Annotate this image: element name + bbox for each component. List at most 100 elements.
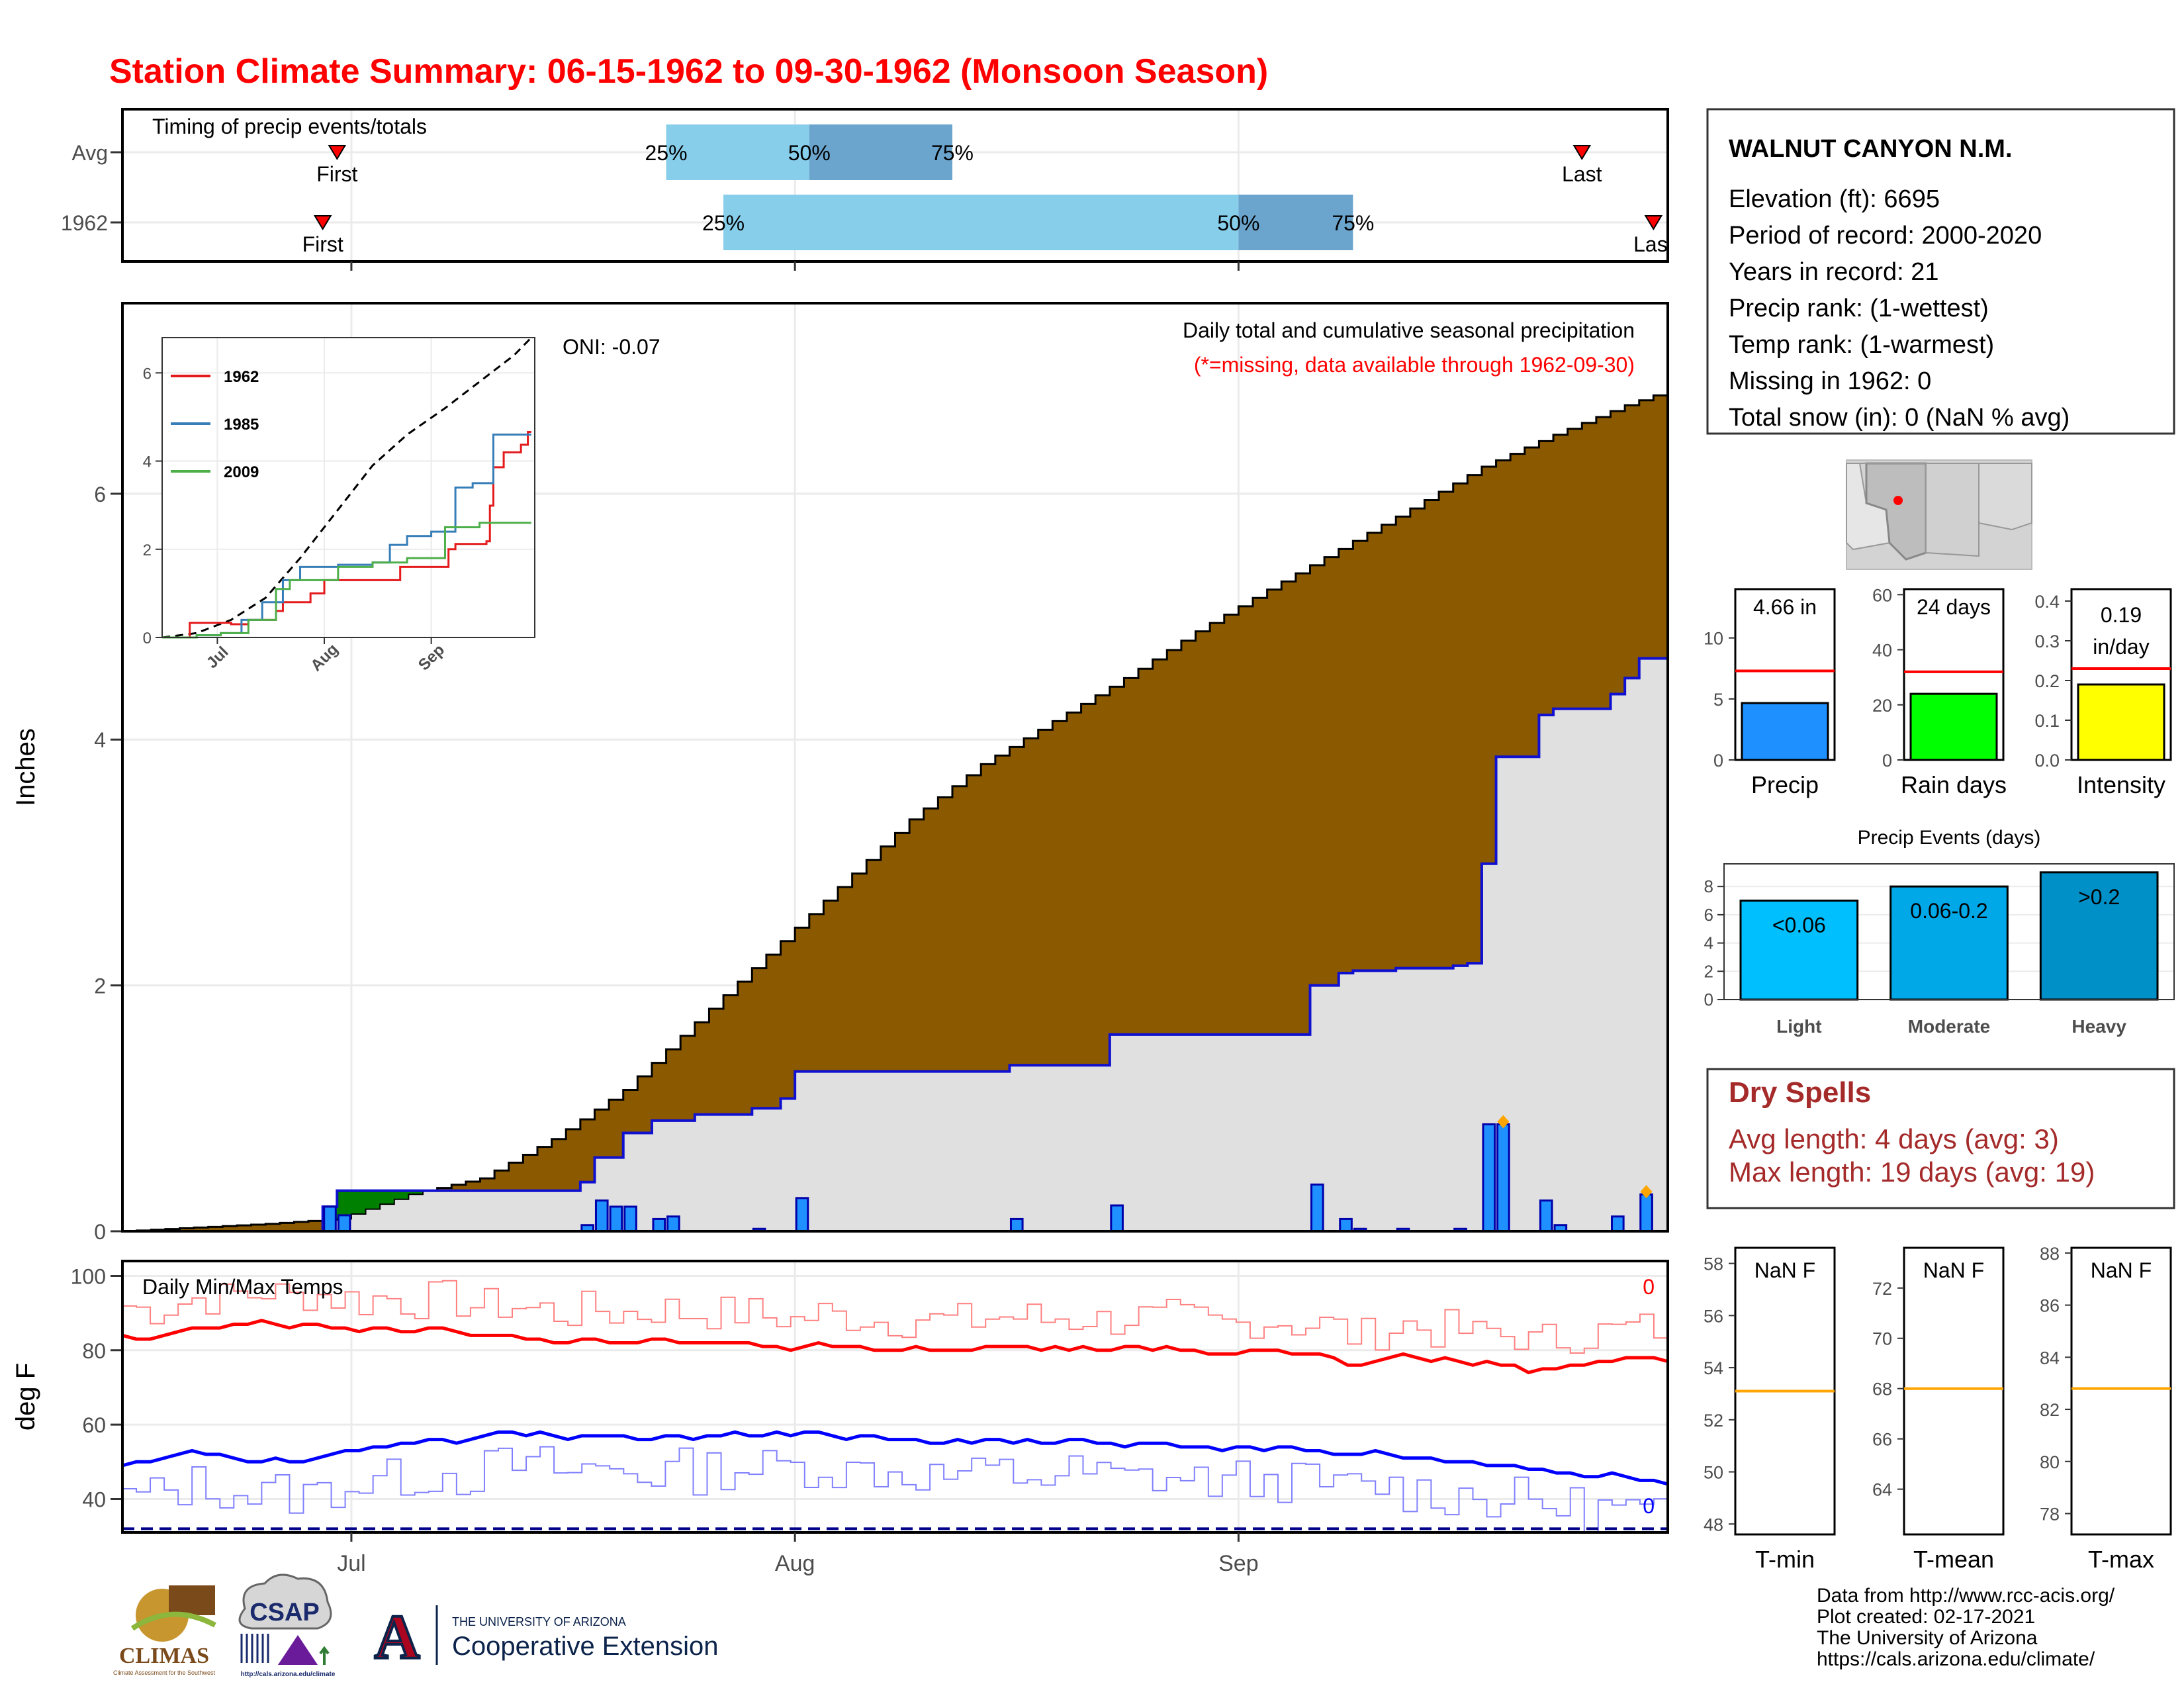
summary-ytick-label: 0.0 <box>2034 751 2060 771</box>
average-min-temp-line <box>122 1430 1668 1486</box>
dry-spells-panel: Dry Spells Avg length: 4 days (avg: 3)Max… <box>1706 1068 2175 1209</box>
location-map <box>1846 459 2032 570</box>
summary-value-bar <box>2077 683 2165 761</box>
temp-summary-ytick-label: 80 <box>2040 1452 2060 1472</box>
dry-spells-max-length: Max length: 19 days (avg: 19) <box>1729 1156 2095 1188</box>
events-bar <box>1889 885 2009 1001</box>
climas-logo-swoosh <box>130 1611 216 1631</box>
first-event-marker <box>328 145 347 160</box>
temp-plot-bg <box>122 1261 1668 1532</box>
last-event-label: Last <box>1562 162 1602 186</box>
daily-precip-bar <box>623 1205 637 1233</box>
station-info-line: Elevation (ft): 6695 <box>1729 185 1940 213</box>
ua-logo-mark: A <box>375 1602 420 1672</box>
station-info-panel: WALNUT CANYON N.M. Elevation (ft): 6695 Pe… <box>1706 108 2175 435</box>
average-max-temp-line <box>122 1319 1668 1375</box>
summary-category-label: Precip <box>1751 771 1819 798</box>
summary-ytick-label: 0 <box>1882 751 1892 771</box>
summary-value-unit: in/day <box>2093 635 2149 659</box>
timing-bar-50-75 <box>809 124 952 180</box>
temp-summary-ytick-label: 88 <box>2040 1244 2060 1264</box>
observed-cumulative-line <box>122 657 1668 1233</box>
daily-precip-bar <box>1009 1217 1024 1233</box>
summary-ytick-label: 0 <box>1713 751 1723 771</box>
inset-series-line <box>162 431 531 639</box>
timing-bar-25-50 <box>666 124 809 180</box>
oni-value: ONI: -0.07 <box>563 335 660 359</box>
temp-summary-label: T-max <box>2088 1546 2154 1573</box>
observed-max-temp-line <box>122 1280 1668 1354</box>
summary-ytick-label: 0.4 <box>2034 592 2060 612</box>
footer: Data from http://www.rcc-acis.org/Plot c… <box>113 1573 2115 1678</box>
events-frame-top <box>1723 863 2175 1000</box>
station-info-box <box>1706 108 2175 435</box>
temp-summary-ytick-label: 48 <box>1704 1515 1723 1534</box>
temp-summary-frame <box>1903 1246 2005 1536</box>
record-day-marker <box>1497 1115 1510 1129</box>
temp-summary-ytick-label: 84 <box>2040 1348 2060 1368</box>
climas-logo-text: CLIMAS <box>119 1644 209 1668</box>
daily-precip-bar <box>652 1217 666 1233</box>
summary-value-label: 0.19 <box>2101 603 2142 627</box>
csap-logo-cactus <box>319 1646 330 1665</box>
record-day-marker <box>1640 1185 1653 1199</box>
temp-panel: 40 60 80 100 deg F Daily Min/Max Temps 0 0 Jul Au… <box>11 1260 1669 1576</box>
temp-panel-label: Daily Min/Max Temps <box>142 1275 343 1299</box>
last-event-marker <box>1572 145 1592 160</box>
daily-precip-bar <box>1496 1123 1510 1233</box>
temp-summary-ytick-label: 78 <box>2040 1505 2060 1524</box>
summary-category-label: Intensity <box>2077 771 2165 798</box>
temp-summary-ytick-label: 50 <box>1704 1463 1723 1483</box>
temp-summary-ytick-label: 70 <box>1872 1329 1892 1349</box>
inset-ytick-label: 0 <box>143 630 152 647</box>
csap-logo-cloud <box>238 1573 332 1630</box>
temp-ytick-label: 60 <box>82 1413 106 1437</box>
events-ytick-label: 6 <box>1704 905 1713 925</box>
precip-legend-title: Daily total and cumulative seasonal prec… <box>1183 318 1635 342</box>
timing-row-label: Avg <box>71 141 108 165</box>
missing-data-note: (*=missing, data available through 1962-… <box>1194 353 1635 377</box>
inset-series-line <box>162 522 531 639</box>
timing-panel: Timing of precip events/totals Avg 25% 50% 7… <box>61 108 1702 271</box>
events-bin-label: <0.06 <box>1772 914 1826 937</box>
station-info-line: Period of record: 2000-2020 <box>1729 222 2042 250</box>
daily-precip-bar <box>1482 1123 1496 1233</box>
summary-ytick-label: 0.2 <box>2034 671 2060 691</box>
footer-credit-line: The University of Arizona <box>1817 1627 2038 1649</box>
events-bar <box>2039 871 2159 1001</box>
first-event-label: First <box>302 232 343 256</box>
summary-value-bar <box>1741 702 1829 761</box>
timing-pct-label: 75% <box>1332 211 1374 235</box>
timing-pct-label: 50% <box>1217 211 1259 235</box>
csap-logo-mountain <box>278 1635 318 1665</box>
inset-average-line <box>161 336 532 639</box>
events-category-label: Heavy <box>2071 1016 2126 1037</box>
timing-pct-label: 50% <box>788 141 831 165</box>
dry-spells-avg-length: Avg length: 4 days (avg: 3) <box>1729 1123 2059 1154</box>
observed-cumulative-area <box>122 658 1668 1231</box>
precip-ytick-label: 4 <box>94 728 106 752</box>
temp-ylabel: deg F <box>11 1363 40 1430</box>
events-bar <box>1739 900 1859 1001</box>
temp-summary-ytick-label: 86 <box>2040 1296 2060 1316</box>
footer-credit-line: Data from http://www.rcc-acis.org/ <box>1817 1585 2115 1607</box>
station-info-line: Precip rank: (1-wettest) <box>1729 295 1989 322</box>
station-info-line: Missing in 1962: 0 <box>1729 367 1931 395</box>
timing-pct-label: 25% <box>702 211 745 235</box>
footer-credit-line: https://cals.arizona.edu/climate/ <box>1817 1648 2095 1670</box>
climas-logo-mesa <box>169 1585 215 1615</box>
first-event-label: First <box>316 162 357 186</box>
events-ytick-label: 4 <box>1704 933 1713 953</box>
timing-right-mask <box>1669 109 1702 261</box>
month-xtick-label: Jul <box>337 1551 365 1576</box>
daily-precip-bar <box>1339 1217 1353 1233</box>
events-bin-label: >0.2 <box>2078 885 2120 909</box>
events-ytick-label: 8 <box>1704 876 1713 896</box>
temp-summary-ytick-label: 64 <box>1872 1480 1892 1500</box>
month-xtick-label: Aug <box>775 1551 815 1576</box>
events-bin-label: 0.06-0.2 <box>1910 899 1987 923</box>
summary-category-label: Rain days <box>1901 771 2007 798</box>
summary-value-label: 4.66 in <box>1753 595 1817 619</box>
daily-precip-bar <box>594 1199 609 1233</box>
daily-precip-bar <box>1639 1193 1653 1233</box>
